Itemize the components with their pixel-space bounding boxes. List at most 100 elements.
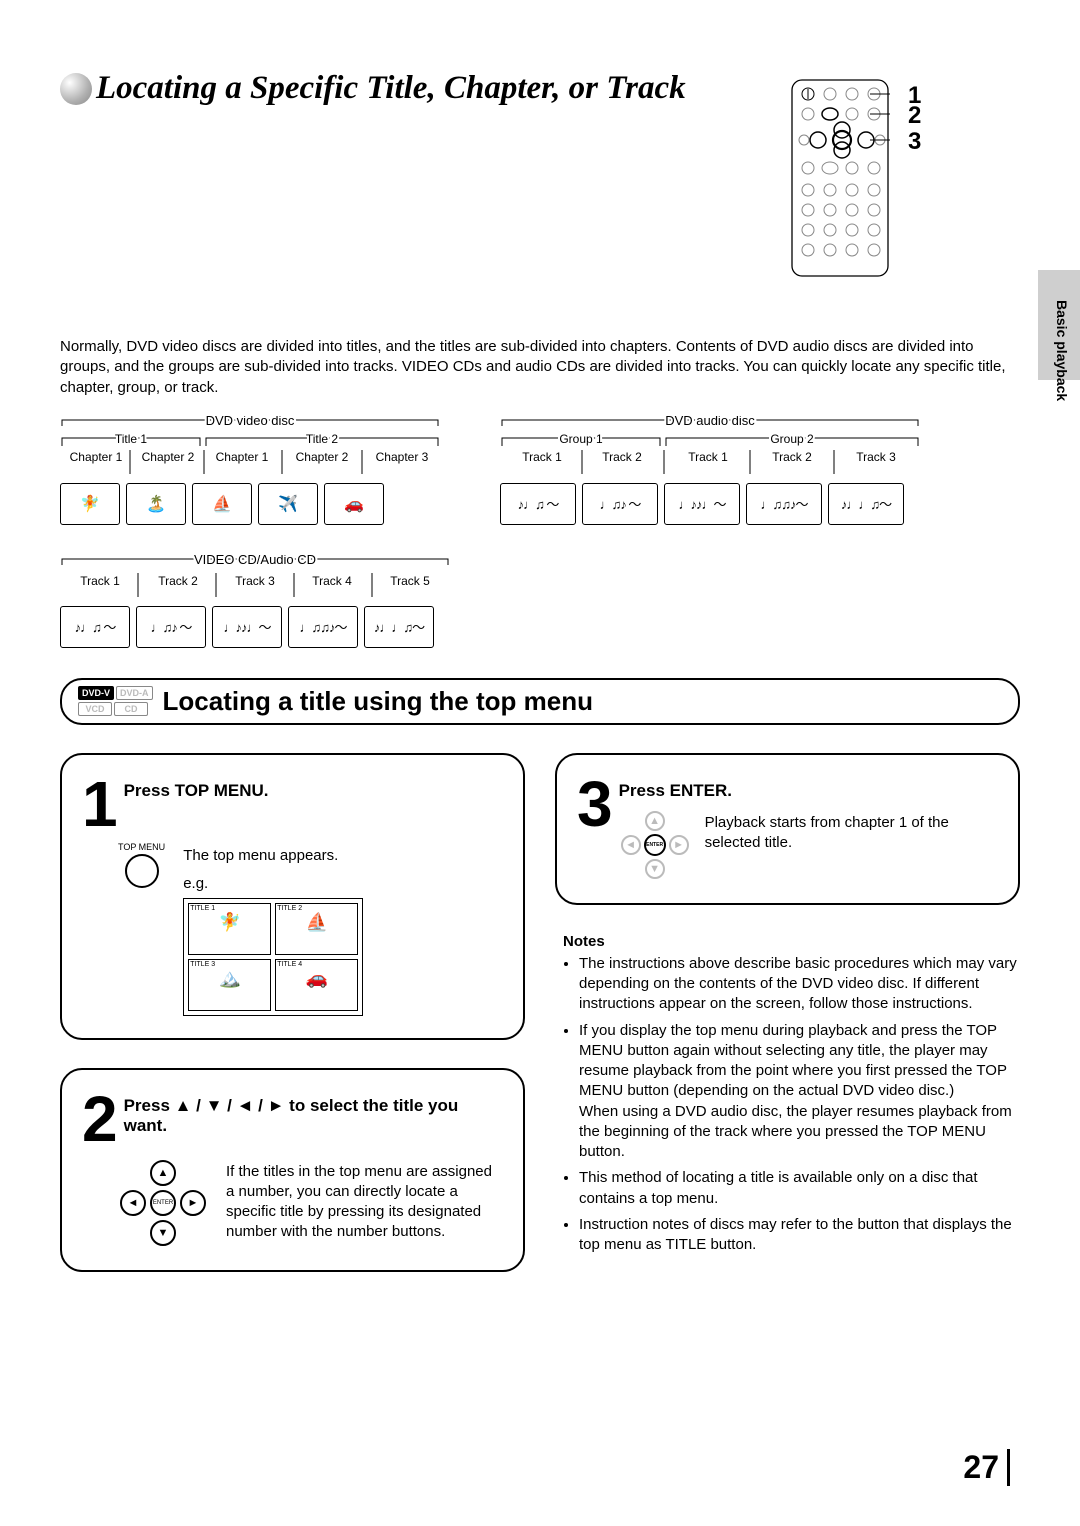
note-item: Instruction notes of discs may refer to … (579, 1215, 1020, 1256)
eg-tile: TITLE 2⛵ (275, 903, 358, 955)
dpad-right-icon: ► (669, 835, 689, 855)
svg-text:Track 1: Track 1 (80, 574, 120, 588)
right-col: 3 Press ENTER. ▲ ◄ ENTER ► ▼ Playback st… (555, 753, 1020, 1300)
svg-text:Track 2: Track 2 (158, 574, 198, 588)
section-title: Locating a title using the top menu (163, 686, 593, 717)
thumb: ♪♩♫ ～ (500, 483, 576, 525)
section-tab: Basic playback (1054, 300, 1070, 401)
title-bullet-sphere (60, 73, 92, 105)
thumb: ⛵ (192, 483, 252, 525)
eg-tile: TITLE 3🏔️ (188, 959, 271, 1011)
dvd-video-caption: DVD video disc (206, 416, 295, 428)
svg-text:Track 4: Track 4 (312, 574, 352, 588)
step-1-heading: Press TOP MENU. (124, 781, 503, 801)
dpad-down-icon: ▼ (150, 1220, 176, 1246)
svg-text:Title 2: Title 2 (306, 432, 339, 446)
dpad-illustration: ▲ ◄ ENTER ► ▼ (118, 1158, 208, 1248)
top-menu-example: TITLE 1🧚 TITLE 2⛵ TITLE 3🏔️ TITLE 4🚗 (183, 898, 363, 1016)
svg-text:DVD audio disc: DVD audio disc (665, 416, 755, 428)
dpad-left-icon: ◄ (621, 835, 641, 855)
title-block: Locating a Specific Title, Chapter, or T… (60, 70, 686, 107)
dpad-center-icon: ENTER (150, 1190, 176, 1216)
thumb: ♩♪♪♩～ (212, 606, 282, 648)
svg-text:Chapter 1: Chapter 1 (216, 450, 269, 464)
remote-diagram: 1 2 3 (790, 78, 890, 278)
svg-text:Chapter 3: Chapter 3 (376, 450, 429, 464)
circle-button-icon (125, 854, 159, 888)
badge-cd: CD (114, 702, 148, 716)
disc-badges: DVD-V DVD-A VCD CD (78, 686, 153, 716)
dpad-up-icon: ▲ (645, 811, 665, 831)
step-1-eg-label: e.g. (183, 874, 503, 894)
dpad-left-icon: ◄ (120, 1190, 146, 1216)
step-1: 1 Press TOP MENU. TOP MENU The top menu … (60, 753, 525, 1041)
thumb: ♩♫♪ ～ (582, 483, 658, 525)
svg-text:Track 2: Track 2 (772, 450, 812, 464)
badge-dvdv: DVD-V (78, 686, 114, 700)
svg-text:Chapter 2: Chapter 2 (142, 450, 195, 464)
eg-tile: TITLE 1🧚 (188, 903, 271, 955)
step-3-heading: Press ENTER. (619, 781, 998, 801)
intro-paragraph: Normally, DVD video discs are divided in… (60, 337, 1020, 398)
thumb: ♪♩♩♫～ (364, 606, 434, 648)
top-menu-label: TOP MENU (118, 842, 165, 852)
step-1-body: The top menu appears. (183, 846, 503, 866)
step-2-number: 2 (82, 1094, 118, 1145)
svg-text:Title 1: Title 1 (115, 432, 148, 446)
page-number: 27 (963, 1449, 1010, 1486)
notes-list: The instructions above describe basic pr… (555, 954, 1020, 1256)
dpad-up-icon: ▲ (150, 1160, 176, 1186)
thumb: 🏝️ (126, 483, 186, 525)
dpad-enter-icon: ENTER (644, 834, 666, 856)
svg-text:Track 1: Track 1 (688, 450, 728, 464)
badge-vcd: VCD (78, 702, 112, 716)
remote-callout-2: 2 (908, 102, 921, 130)
section-header: DVD-V DVD-A VCD CD Locating a title usin… (60, 678, 1020, 725)
vcd-thumbs: ♪♩♫ ～ ♩♫♪ ～ ♩♪♪♩～ ♩♫♫♪～ ♪♩♩♫～ (60, 606, 450, 648)
svg-text:Track 1: Track 1 (522, 450, 562, 464)
thumb: ♪♩♫ ～ (60, 606, 130, 648)
thumb: ♩♪♪♩～ (664, 483, 740, 525)
thumb: ♩♫♫♪～ (288, 606, 358, 648)
diagram-dvd-audio: DVD audio disc Group 1 Group 2 Track 1 T… (500, 416, 920, 525)
thumb: ♪♩♩♫～ (828, 483, 904, 525)
step-3-number: 3 (577, 779, 613, 830)
dvd-audio-thumbs: ♪♩♫ ～ ♩♫♪ ～ ♩♪♪♩～ ♩♫♫♪～ ♪♩♩♫～ (500, 483, 920, 525)
step-2-body: If the titles in the top menu are assign… (226, 1162, 503, 1248)
dpad-down-icon: ▼ (645, 859, 665, 879)
step-3: 3 Press ENTER. ▲ ◄ ENTER ► ▼ Playback st… (555, 753, 1020, 905)
note-item: If you display the top menu during playb… (579, 1021, 1020, 1163)
thumb: ✈️ (258, 483, 318, 525)
thumb: 🚗 (324, 483, 384, 525)
svg-text:Track 3: Track 3 (856, 450, 896, 464)
svg-text:Track 5: Track 5 (390, 574, 430, 588)
svg-text:Track 3: Track 3 (235, 574, 275, 588)
thumb: 🧚 (60, 483, 120, 525)
page-title: Locating a Specific Title, Chapter, or T… (96, 70, 686, 107)
badge-dvda: DVD-A (116, 686, 153, 700)
diagrams-row-2: VIDEO CD/Audio CD Track 1 Track 2 Track … (60, 555, 1020, 648)
eg-tile: TITLE 4🚗 (275, 959, 358, 1011)
diagram-dvd-video: DVD video disc Title 1 Title 2 Chapter 1… (60, 416, 440, 525)
thumb: ♩♫♫♪～ (746, 483, 822, 525)
steps-columns: 1 Press TOP MENU. TOP MENU The top menu … (60, 753, 1020, 1300)
step-1-number: 1 (82, 779, 118, 830)
note-item: This method of locating a title is avail… (579, 1168, 1020, 1209)
top-menu-button-illustration: TOP MENU (118, 842, 165, 1017)
diagrams-row-1: DVD video disc Title 1 Title 2 Chapter 1… (60, 416, 1020, 525)
step-2-heading: Press ▲ / ▼ / ◄ / ► to select the title … (124, 1096, 503, 1136)
dpad-illustration-enter: ▲ ◄ ENTER ► ▼ (619, 809, 691, 881)
svg-text:Chapter 1: Chapter 1 (70, 450, 123, 464)
svg-text:Group 2: Group 2 (770, 432, 814, 446)
svg-text:VIDEO CD/Audio CD: VIDEO CD/Audio CD (194, 555, 316, 567)
notes-heading: Notes (563, 933, 1020, 950)
svg-text:Chapter 2: Chapter 2 (296, 450, 349, 464)
left-col: 1 Press TOP MENU. TOP MENU The top menu … (60, 753, 525, 1300)
dpad-right-icon: ► (180, 1190, 206, 1216)
note-item: The instructions above describe basic pr… (579, 954, 1020, 1015)
dvd-video-thumbs: 🧚 🏝️ ⛵ ✈️ 🚗 (60, 483, 440, 525)
step-2: 2 Press ▲ / ▼ / ◄ / ► to select the titl… (60, 1068, 525, 1271)
thumb: ♩♫♪ ～ (136, 606, 206, 648)
svg-text:Track 2: Track 2 (602, 450, 642, 464)
step-3-body: Playback starts from chapter 1 of the se… (705, 813, 998, 881)
